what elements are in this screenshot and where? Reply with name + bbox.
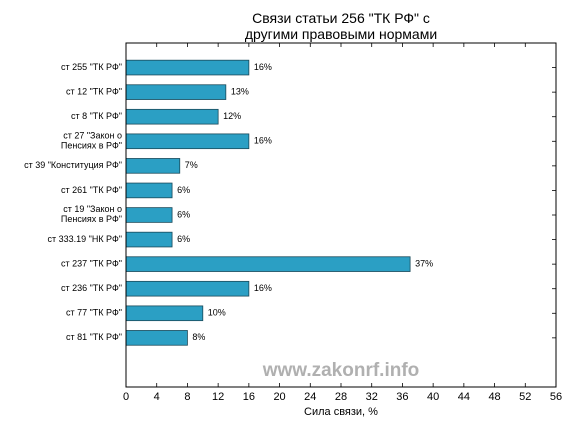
- value-label: 16%: [254, 283, 272, 293]
- bar: [125, 59, 250, 76]
- y-tick-label: ст 27 "Закон о Пенсиях в РФ": [61, 131, 122, 151]
- watermark: www.zakonrf.info: [262, 360, 420, 381]
- value-label: 8%: [192, 332, 205, 342]
- x-tick-label: 56: [550, 391, 562, 403]
- plot-frame: [125, 42, 557, 388]
- y-tick-label: ст 19 "Закон о Пенсиях в РФ": [61, 204, 122, 224]
- x-axis-label: Сила связи, %: [304, 406, 378, 418]
- value-label: 6%: [177, 234, 190, 244]
- y-tick-label: ст 236 "ТК РФ": [61, 283, 122, 293]
- value-label: 10%: [208, 308, 226, 318]
- x-tick-label: 8: [184, 391, 190, 403]
- value-label: 6%: [177, 209, 190, 219]
- bar: [125, 256, 411, 272]
- y-tick-label: ст 255 "ТК РФ": [61, 62, 122, 72]
- y-tick-label: ст 81 "ТК РФ": [66, 332, 122, 342]
- value-label: 16%: [254, 62, 272, 72]
- value-label: 13%: [231, 87, 249, 97]
- x-tick-label: 36: [396, 391, 408, 403]
- chart-title: Связи статьи 256 "ТК РФ" с другими правов…: [245, 10, 437, 42]
- x-tick-label: 48: [488, 391, 500, 403]
- x-tick-label: 24: [304, 391, 316, 403]
- bar: [125, 133, 250, 150]
- x-tick-label: 4: [154, 391, 160, 403]
- bar: [125, 108, 219, 125]
- value-label: 7%: [185, 160, 198, 170]
- x-tick-label: 44: [458, 391, 470, 403]
- y-tick-label: ст 237 "ТК РФ": [61, 259, 122, 269]
- x-tick-label: 12: [212, 391, 224, 403]
- y-tick-label: ст 12 "ТК РФ": [66, 87, 122, 97]
- bar: [125, 305, 204, 322]
- x-tick-label: 0: [123, 391, 129, 403]
- bar: [125, 330, 188, 346]
- y-tick-label: ст 39 "Конституция РФ": [24, 160, 122, 170]
- x-tick-label: 40: [427, 391, 439, 403]
- bar: [125, 231, 173, 248]
- y-tick-label: ст 261 "ТК РФ": [61, 185, 122, 195]
- x-tick-label: 20: [273, 391, 285, 403]
- y-tick-label: ст 8 "ТК РФ": [71, 111, 122, 121]
- bar: [125, 207, 173, 223]
- x-tick-label: 52: [519, 391, 531, 403]
- x-tick-label: 16: [243, 391, 255, 403]
- value-label: 12%: [223, 111, 241, 121]
- y-tick-label: ст 333.19 "НК РФ": [47, 234, 122, 244]
- value-label: 37%: [415, 259, 433, 269]
- bar: [125, 84, 227, 100]
- value-label: 16%: [254, 136, 272, 146]
- y-tick-label: ст 77 "ТК РФ": [66, 308, 122, 318]
- x-tick-label: 32: [366, 391, 378, 403]
- x-tick-label: 28: [335, 391, 347, 403]
- bar: [125, 158, 181, 174]
- bar: [125, 280, 250, 297]
- bar: [125, 182, 173, 199]
- value-label: 6%: [177, 185, 190, 195]
